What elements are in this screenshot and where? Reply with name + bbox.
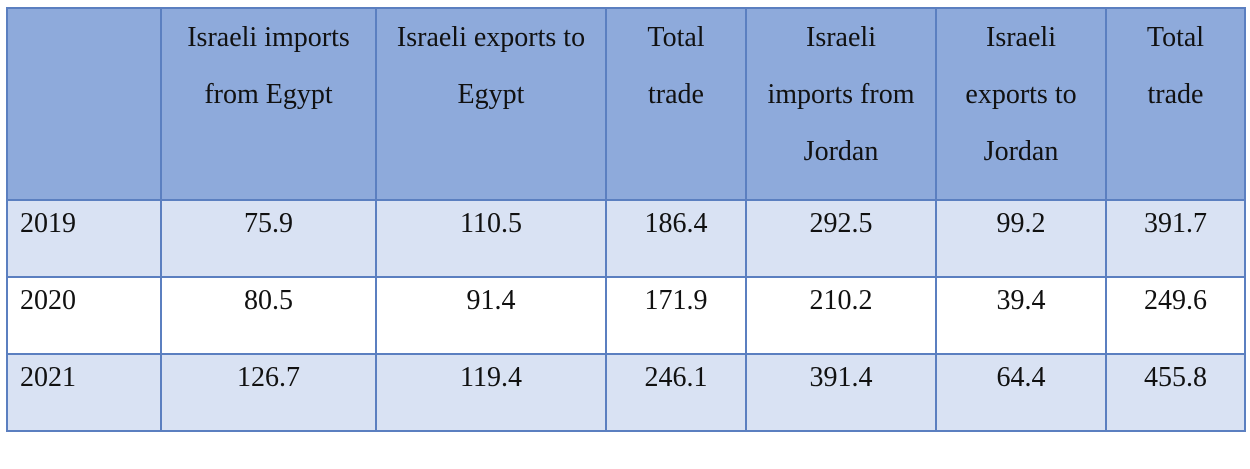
corner-cell bbox=[6, 7, 162, 201]
value-cell: 249.6 bbox=[1105, 276, 1246, 355]
value-cell: 64.4 bbox=[935, 353, 1107, 432]
value-cell: 171.9 bbox=[605, 276, 747, 355]
value-cell: 39.4 bbox=[935, 276, 1107, 355]
column-header: Total trade bbox=[605, 7, 747, 201]
value-cell: 75.9 bbox=[160, 199, 377, 278]
value-cell: 391.4 bbox=[745, 353, 937, 432]
value-cell: 80.5 bbox=[160, 276, 377, 355]
value-cell: 119.4 bbox=[375, 353, 607, 432]
column-header: Israeli imports from Jordan bbox=[745, 7, 937, 201]
value-cell: 391.7 bbox=[1105, 199, 1246, 278]
column-header: Israeli imports from Egypt bbox=[160, 7, 377, 201]
year-cell: 2021 bbox=[6, 353, 162, 432]
year-cell: 2019 bbox=[6, 199, 162, 278]
column-header: Israeli exports to Egypt bbox=[375, 7, 607, 201]
value-cell: 99.2 bbox=[935, 199, 1107, 278]
column-header: Total trade bbox=[1105, 7, 1246, 201]
value-cell: 210.2 bbox=[745, 276, 937, 355]
trade-table: Israeli imports from Egypt Israeli export… bbox=[6, 7, 1246, 432]
value-cell: 91.4 bbox=[375, 276, 607, 355]
value-cell: 246.1 bbox=[605, 353, 747, 432]
table-row: 2021 126.7 119.4 246.1 391.4 64.4 455.8 bbox=[6, 353, 1246, 432]
value-cell: 110.5 bbox=[375, 199, 607, 278]
value-cell: 292.5 bbox=[745, 199, 937, 278]
table-row: 2019 75.9 110.5 186.4 292.5 99.2 391.7 bbox=[6, 199, 1246, 278]
value-cell: 455.8 bbox=[1105, 353, 1246, 432]
header-row: Israeli imports from Egypt Israeli export… bbox=[6, 7, 1246, 201]
value-cell: 126.7 bbox=[160, 353, 377, 432]
year-cell: 2020 bbox=[6, 276, 162, 355]
table-row: 2020 80.5 91.4 171.9 210.2 39.4 249.6 bbox=[6, 276, 1246, 355]
column-header: Israeli exports to Jordan bbox=[935, 7, 1107, 201]
value-cell: 186.4 bbox=[605, 199, 747, 278]
